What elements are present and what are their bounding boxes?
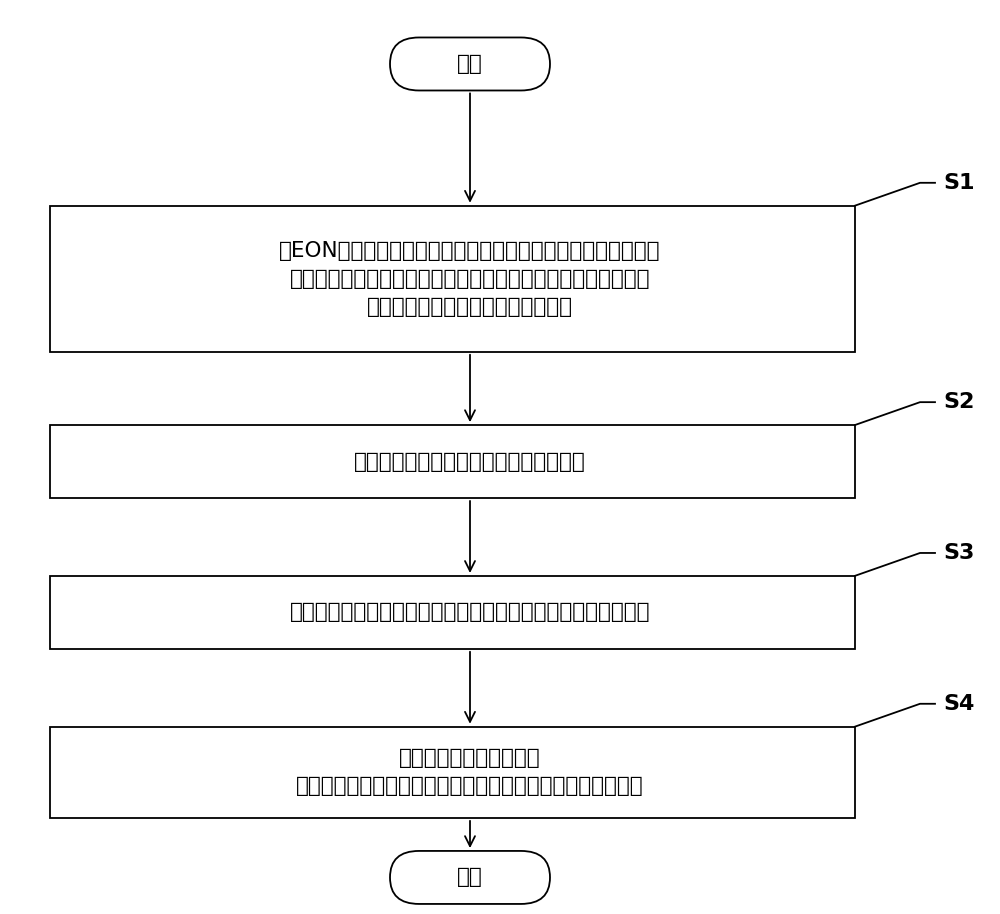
Text: 对生成的信号星座图进行数字图像预处理: 对生成的信号星座图进行数字图像预处理	[354, 452, 586, 472]
Text: 根据获取的三基色图像，
通过多任务神经网络模型实现多个关键参数的联合识别及监测: 根据获取的三基色图像， 通过多任务神经网络模型实现多个关键参数的联合识别及监测	[296, 749, 644, 796]
FancyBboxPatch shape	[390, 851, 550, 904]
Text: S1: S1	[943, 173, 975, 193]
Text: 开始: 开始	[457, 54, 483, 74]
Bar	[50, 576, 855, 649]
Text: S4: S4	[943, 694, 974, 714]
Text: S2: S2	[943, 392, 974, 412]
FancyBboxPatch shape	[390, 37, 550, 90]
Bar	[50, 206, 855, 352]
Text: 在EON系统中，通过相干接收机对双偏振高阶调制格式信号进行
光电转换和模数转换，对转换后信号进行数字信号预处理，并根
据预处理后的信号生成为信号星座图: 在EON系统中，通过相干接收机对双偏振高阶调制格式信号进行 光电转换和模数转换，…	[279, 240, 661, 317]
Text: 结束: 结束	[457, 867, 483, 887]
Bar	[50, 727, 855, 818]
Text: 对预处理后的信号星座图进行拉东变换，获得对应的三基色图像: 对预处理后的信号星座图进行拉东变换，获得对应的三基色图像	[290, 602, 650, 622]
Text: S3: S3	[943, 543, 974, 563]
Bar	[50, 425, 855, 498]
